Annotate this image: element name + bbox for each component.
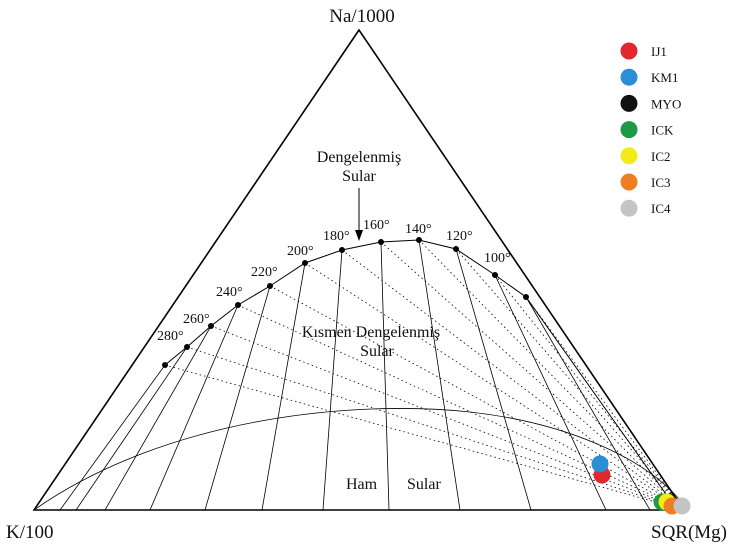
temperature-label: 200° [287, 244, 314, 259]
full-equilibrium-label-2: Sular [342, 168, 376, 185]
dotted-isotherm [186, 346, 685, 511]
full-equilibrium-curve [164, 239, 669, 498]
temperature-point [378, 239, 384, 245]
solid-isotherm [204, 285, 271, 511]
sample-point-km1 [591, 455, 609, 473]
partial-equilibrium-label-1: Kısmen Dengelenmiş [302, 324, 440, 341]
solid-isotherm [261, 262, 306, 511]
temperature-label: 280° [157, 329, 184, 344]
solid-isotherm [322, 249, 343, 511]
legend-marker [620, 199, 638, 217]
solid-isotherm [149, 304, 239, 511]
temperature-point [492, 272, 498, 278]
immature-label-1: Ham [346, 476, 378, 493]
temperature-label: 240° [216, 285, 243, 300]
temperature-point [184, 344, 190, 350]
temperature-label: 260° [183, 312, 210, 327]
temperature-point [208, 323, 214, 329]
temperature-label: 100° [484, 251, 511, 266]
solid-isotherm [104, 325, 212, 511]
dotted-isotherm [304, 262, 685, 511]
temperature-point [453, 246, 459, 252]
solid-isotherm [525, 296, 651, 511]
equilibrium-arrow-head [355, 230, 363, 241]
legend-marker [620, 68, 638, 86]
dotted-isotherm [494, 274, 685, 511]
dotted-isotherm [341, 249, 685, 511]
temperature-label: 180° [323, 229, 350, 244]
immature-boundary-curve [33, 408, 685, 511]
immature-label-2: Sular [407, 476, 441, 493]
temperature-label: 120° [446, 229, 473, 244]
left-corner-label: K/100 [6, 522, 54, 543]
legend-marker [620, 173, 638, 191]
dotted-isotherm [418, 239, 685, 511]
legend-label: ICK [651, 123, 674, 138]
partial-equilibrium-label-2: Sular [360, 343, 394, 360]
sample-point-ic4 [673, 497, 691, 515]
legend-label: IJ1 [651, 44, 667, 59]
full-equilibrium-label-1: Dengelenmiş [317, 149, 401, 166]
legend-marker [620, 147, 638, 165]
temperature-label: 160° [363, 218, 390, 233]
temperature-point [416, 237, 422, 243]
legend-label: IC3 [651, 175, 671, 190]
temperature-point [267, 283, 273, 289]
temperature-point [302, 260, 308, 266]
sample-points [591, 455, 691, 515]
solid-isotherm [380, 241, 390, 511]
solid-isotherm [455, 248, 532, 511]
legend-label: IC4 [651, 201, 671, 216]
dotted-isotherm-lines [164, 239, 685, 511]
solid-isotherm [59, 364, 166, 511]
temperature-point [235, 302, 241, 308]
dotted-isotherm [210, 325, 685, 511]
top-corner-label: Na/1000 [329, 6, 394, 27]
solid-isotherm [494, 274, 607, 511]
temperature-point [523, 294, 529, 300]
legend-marker [620, 121, 638, 139]
ternary-triangle [32, 28, 686, 511]
temperature-label: 140° [405, 222, 432, 237]
temperature-label: 220° [251, 265, 278, 280]
right-corner-label: SQR(Mg) [651, 522, 727, 543]
legend-label: MYO [651, 96, 681, 111]
legend-marker [620, 42, 638, 60]
dotted-isotherm [237, 304, 685, 511]
dotted-isotherm [525, 296, 685, 511]
dotted-isotherm [380, 241, 685, 511]
legend-label: IC2 [651, 149, 671, 164]
temperature-points [162, 237, 529, 368]
legend: IJ1 KM1 MYO ICK IC2 IC3 IC4 [620, 42, 681, 217]
temperature-labels: 100° 120° 140° 160° 180° 200° 220° 240° 260° 280° [157, 218, 511, 344]
solid-isotherm [75, 346, 188, 511]
temperature-point [162, 362, 168, 368]
legend-label: KM1 [651, 70, 678, 85]
solid-isotherm-lines [59, 239, 651, 511]
dotted-isotherm [269, 285, 685, 511]
temperature-point [339, 247, 345, 253]
solid-isotherm [418, 239, 461, 511]
legend-marker [620, 94, 638, 112]
